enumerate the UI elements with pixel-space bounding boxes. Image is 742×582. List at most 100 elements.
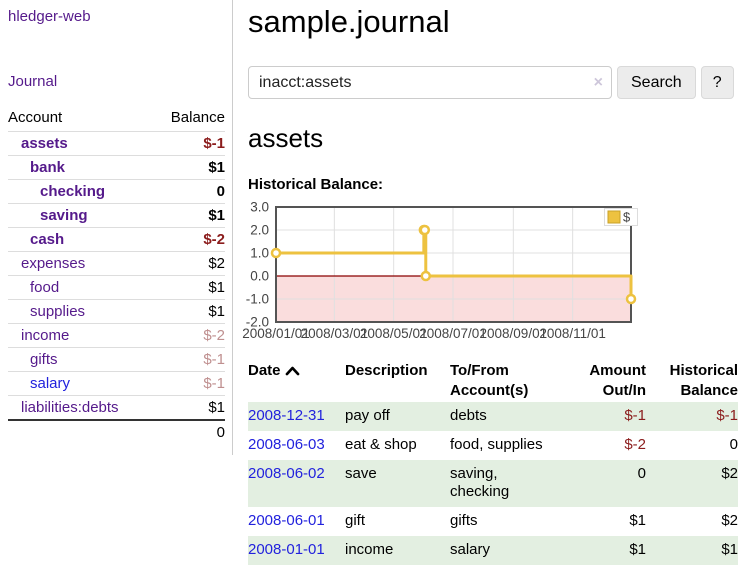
svg-text:2008/07/01: 2008/07/01	[419, 326, 487, 341]
account-balance: $1	[208, 159, 225, 176]
search-input[interactable]	[248, 66, 612, 99]
transaction-date-link[interactable]: 2008-06-02	[248, 464, 325, 482]
transaction-balance: $2	[721, 464, 738, 482]
account-balance: $-1	[203, 351, 225, 368]
account-balance: 0	[216, 183, 225, 200]
account-row-checking: checking 0	[8, 179, 225, 204]
register-header-description: Description	[345, 362, 428, 379]
register-row: 2008-12-31 pay off debts $-1 $-1	[248, 402, 738, 431]
register-header-amount: Amount Out/In	[589, 362, 646, 399]
account-link[interactable]: salary	[30, 375, 71, 392]
svg-text:2008/09/01: 2008/09/01	[480, 326, 548, 341]
account-row-expenses: expenses $2	[8, 251, 225, 276]
svg-text:2008/01/01: 2008/01/01	[242, 326, 310, 341]
transaction-amount: $-2	[624, 435, 646, 453]
transaction-description: pay off	[345, 407, 390, 424]
register-row: 2008-01-01 income salary $1 $1	[248, 535, 738, 565]
account-heading: assets	[248, 123, 324, 153]
svg-text:2008/03/01: 2008/03/01	[301, 326, 369, 341]
svg-text:$: $	[623, 210, 631, 225]
transaction-balance: $-1	[716, 407, 738, 424]
account-link[interactable]: checking	[40, 183, 106, 200]
transaction-description: income	[345, 540, 394, 558]
search-form: × Search ?	[248, 66, 742, 99]
svg-text:0.0: 0.0	[250, 269, 269, 284]
svg-text:-1.0: -1.0	[246, 292, 269, 307]
transaction-amount: $1	[629, 512, 646, 529]
account-balance: $2	[208, 255, 225, 272]
transaction-balance: 0	[729, 435, 738, 453]
search-button[interactable]: Search	[617, 66, 696, 99]
transaction-accounts: debts	[450, 407, 487, 424]
account-link[interactable]: expenses	[21, 255, 86, 272]
transaction-date-link[interactable]: 2008-12-31	[248, 407, 325, 424]
accounts-total-row: 0	[8, 420, 225, 444]
transaction-accounts: salary	[450, 540, 491, 558]
account-row-cash: cash $-2	[8, 227, 225, 252]
nav-journal-link[interactable]: Journal	[8, 73, 58, 90]
account-row-food: food $1	[8, 275, 225, 300]
account-balance: $-2	[203, 231, 225, 248]
transaction-date-link[interactable]: 2008-06-01	[248, 512, 325, 529]
clear-search-icon[interactable]: ×	[593, 74, 603, 91]
svg-text:2008/11/01: 2008/11/01	[539, 326, 606, 341]
register-row: 2008-06-03 eat & shop food, supplies $-2…	[248, 431, 738, 460]
account-balance: $1	[208, 399, 225, 416]
transaction-accounts: saving, checking	[450, 464, 510, 501]
svg-text:1.0: 1.0	[250, 246, 269, 261]
main-content: sample.journal × Search ? assets Histori…	[242, 0, 742, 565]
account-balance: $-1	[203, 135, 225, 152]
account-link[interactable]: saving	[40, 207, 88, 224]
register-row: 2008-06-02 save saving, checking 0 $2	[248, 459, 738, 507]
accounts-table: Account Balance assets $-1 bank $1 checkin…	[8, 107, 225, 444]
app-title-link[interactable]: hledger-web	[8, 8, 91, 25]
account-row-saving: saving $1	[8, 203, 225, 228]
page-title: sample.journal	[248, 4, 450, 39]
accounts-header-balance: Balance	[170, 109, 225, 126]
transaction-balance: $2	[721, 512, 738, 529]
svg-text:-2.0: -2.0	[246, 315, 269, 330]
account-link[interactable]: bank	[30, 159, 66, 176]
svg-text:2.0: 2.0	[250, 223, 269, 238]
accounts-header-account: Account	[8, 109, 63, 126]
account-row-liabilities-debts: liabilities:debts $1	[8, 395, 225, 421]
account-link[interactable]: gifts	[30, 351, 58, 368]
transaction-accounts: gifts	[450, 512, 478, 529]
chart-title: Historical Balance:	[248, 176, 384, 193]
svg-text:3.0: 3.0	[250, 200, 269, 215]
register-table: Date Description To/From Account(s) Amou…	[248, 361, 738, 565]
account-balance: $1	[208, 303, 225, 320]
account-link[interactable]: supplies	[30, 303, 86, 320]
account-link[interactable]: assets	[21, 135, 68, 152]
account-balance: $-1	[203, 375, 225, 392]
transaction-amount: $-1	[624, 407, 646, 424]
sort-ascending-icon	[285, 366, 299, 376]
account-row-bank: bank $1	[8, 155, 225, 180]
accounts-total-value: 0	[216, 424, 225, 441]
historical-balance-chart[interactable]: 3.0 2.0 1.0 0.0 -1.0 -2.0 2008/01/01 2008/03/01…	[240, 199, 710, 344]
register-header-date[interactable]: Date	[248, 361, 345, 402]
chart-svg: 3.0 2.0 1.0 0.0 -1.0 -2.02008/01/012008/03/01…	[242, 200, 638, 341]
transaction-balance: $1	[721, 540, 738, 558]
transaction-date-link[interactable]: 2008-06-03	[248, 435, 325, 453]
account-link[interactable]: liabilities:debts	[21, 399, 119, 416]
sidebar: hledger-web Journal Account Balance asse…	[0, 0, 233, 455]
account-row-assets: assets $-1	[8, 131, 225, 156]
transaction-amount: 0	[637, 464, 646, 482]
svg-text:2008/05/01: 2008/05/01	[360, 326, 428, 341]
account-row-supplies: supplies $1	[8, 299, 225, 324]
transaction-date-link[interactable]: 2008-01-01	[248, 540, 325, 558]
register-header-balance: Historical Balance	[669, 362, 738, 399]
help-button[interactable]: ?	[700, 66, 734, 99]
account-link[interactable]: cash	[30, 231, 65, 248]
account-balance: $1	[208, 207, 225, 224]
account-link[interactable]: food	[30, 279, 60, 296]
transaction-amount: $1	[629, 540, 646, 558]
account-balance: $1	[208, 279, 225, 296]
transaction-accounts: food, supplies	[450, 435, 543, 453]
account-link[interactable]: income	[21, 327, 70, 344]
account-row-income: income $-2	[8, 323, 225, 348]
transaction-description: save	[345, 464, 377, 482]
transaction-description: gift	[345, 512, 366, 529]
register-header-accounts: To/From Account(s)	[450, 362, 529, 399]
